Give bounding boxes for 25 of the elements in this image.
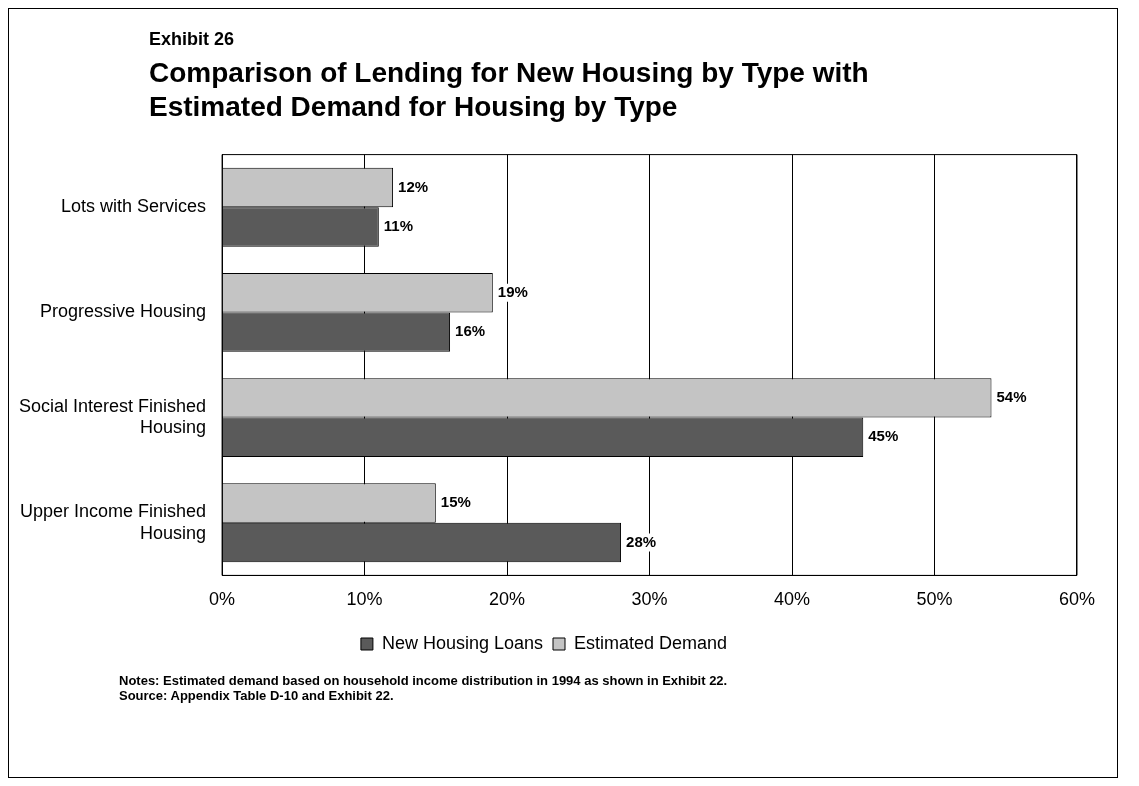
chart-title: Comparison of Lending for New Housing by Type with Estimated Demand for Housing by Type <box>149 56 870 124</box>
data-label: 19% <box>497 283 528 300</box>
data-label: 54% <box>996 388 1027 406</box>
y-tick-label: Lots with Services <box>61 196 207 217</box>
x-tick-label: 0% <box>209 589 236 610</box>
data-label: 16% <box>455 322 486 340</box>
source-note: Source: Appendix Table D-10 and Exhibit 22. <box>119 688 395 704</box>
data-label: 15% <box>440 493 471 511</box>
data-label: 12% <box>398 177 429 195</box>
x-tick-label: 60% <box>1058 589 1095 610</box>
text: Notes: Estimated demand based on household income distribution in 1994 as shown in Exhibit 22. <box>119 673 729 689</box>
x-tick-label: 50% <box>916 589 953 610</box>
data-label: 45% <box>868 427 899 445</box>
data-label: 28% <box>626 532 657 550</box>
data-label: 11% <box>383 217 414 235</box>
y-tick-label: Progressive Housing <box>40 301 207 322</box>
y-tick-label: Upper Income Finished Housing <box>20 501 207 543</box>
legend-label: Estimated Demand <box>574 633 728 654</box>
chart-subtitle: Exhibit 26 <box>149 29 236 50</box>
x-tick-label: 20% <box>489 589 526 610</box>
x-tick-label: 40% <box>774 589 811 610</box>
legend-label: New Housing Loans <box>381 633 544 654</box>
x-tick-label: 30% <box>631 589 668 610</box>
x-tick-label: 10% <box>346 589 383 610</box>
y-tick-label: Social Interest Finished Housing <box>19 395 207 438</box>
